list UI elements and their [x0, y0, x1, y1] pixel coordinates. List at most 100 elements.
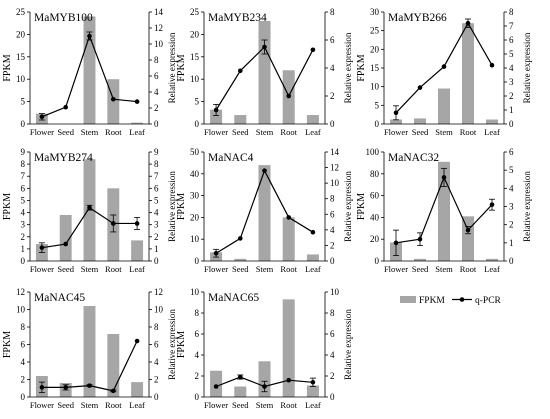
right-tick-label: 8	[154, 322, 159, 332]
right-tick-label: 6	[330, 35, 335, 45]
left-tick-label: 10	[370, 82, 380, 92]
left-tick-label: 0	[195, 392, 200, 402]
category-label: Flower	[30, 400, 54, 410]
left-tick-label: 6	[21, 340, 26, 350]
category-label: Stem	[256, 400, 274, 410]
category-label: Flower	[384, 127, 408, 137]
right-axis-title: Relative expression	[167, 309, 177, 380]
right-tick-label: 8	[154, 55, 159, 65]
chart-panel-5: 0 20 40 60 80 100 0 1 2 3 4 5 6 Flower Seed Stem Root Lea…	[356, 147, 532, 274]
left-tick-label: 25	[370, 26, 380, 36]
qpcr-point	[87, 205, 92, 211]
chart-panel-2: 0 5 10 15 20 25 30 0 1 2 3 4 5 6 7 8 Flower Seed Stem Root L…	[356, 7, 532, 137]
legend-bar-swatch	[400, 296, 416, 303]
qpcr-point	[262, 44, 267, 50]
left-tick-label: 10	[190, 234, 200, 244]
left-tick-label: 50	[190, 147, 200, 157]
category-label: Stem	[81, 400, 99, 410]
left-tick-label: 15	[370, 63, 380, 73]
qpcr-point	[87, 33, 92, 39]
category-label: Flower	[30, 264, 54, 274]
category-label: Leaf	[305, 400, 321, 410]
left-tick-label: 6	[195, 329, 200, 339]
category-label: Leaf	[305, 127, 321, 137]
left-tick-label: 4	[21, 208, 26, 218]
fpkm-bar	[486, 119, 498, 124]
left-tick-label: 60	[370, 191, 380, 201]
qpcr-point	[417, 85, 423, 90]
right-tick-label: 6	[330, 329, 335, 339]
category-label: Seed	[232, 400, 249, 410]
fpkm-bar	[83, 16, 96, 125]
category-label: Flower	[204, 264, 228, 274]
right-tick-label: 0	[154, 256, 159, 266]
left-axis-title: FPKM	[356, 54, 367, 81]
qpcr-point	[262, 168, 267, 173]
right-tick-label: 2	[330, 240, 335, 250]
left-tick-label: 2	[21, 232, 26, 242]
category-label: Root	[460, 127, 477, 137]
left-tick-label: 3	[21, 220, 26, 230]
right-tick-label: 5	[509, 49, 514, 59]
category-label: Stem	[256, 127, 274, 137]
qpcr-point	[87, 383, 92, 388]
qpcr-point	[213, 107, 219, 113]
left-axis-title: FPKM	[2, 331, 13, 358]
left-tick-label: 40	[190, 169, 200, 179]
qpcr-point	[393, 110, 399, 116]
legend: FPKM q-PCR	[400, 296, 502, 306]
fpkm-bar	[306, 254, 319, 261]
panel-title: MaMYB266	[388, 12, 447, 24]
right-tick-label: 8	[330, 7, 335, 17]
category-label: Root	[460, 264, 477, 274]
left-tick-label: 4	[195, 350, 200, 360]
right-tick-label: 6	[154, 340, 159, 350]
category-label: Flower	[204, 400, 228, 410]
qpcr-point	[441, 175, 447, 180]
category-label: Seed	[232, 264, 249, 274]
qpcr-point	[238, 68, 243, 74]
qpcr-point	[286, 93, 292, 99]
left-tick-label: 30	[370, 7, 380, 17]
left-tick-label: 0	[195, 256, 200, 266]
qpcr-point	[489, 202, 495, 207]
left-tick-label: 5	[21, 195, 26, 205]
right-tick-label: 4	[154, 208, 159, 218]
fpkm-bar	[462, 23, 474, 125]
legend-line-marker	[459, 297, 465, 302]
right-tick-label: 5	[509, 165, 514, 175]
chart-panel-1: 0 5 10 15 20 25 0 2 4 6 8 Flower Seed Stem Root Leaf FPK…	[176, 7, 353, 137]
right-tick-label: 14	[154, 7, 164, 17]
left-tick-label: 8	[21, 159, 26, 169]
left-tick-label: 20	[190, 212, 200, 222]
right-axis-title: Relative expression	[167, 171, 177, 242]
category-label: Leaf	[129, 264, 145, 274]
right-tick-label: 8	[330, 308, 335, 318]
right-tick-label: 0	[330, 119, 335, 129]
left-tick-label: 20	[190, 29, 200, 39]
category-label: Flower	[30, 127, 54, 137]
qpcr-point	[465, 20, 471, 26]
fpkm-bar	[107, 79, 120, 124]
chart-panel-3: 0 1 2 3 4 5 6 7 8 9 0 1 2 3 4 5 6 7 8 9 Flower Seed Stem Root Le…	[2, 147, 177, 274]
right-tick-label: 4	[154, 357, 159, 367]
category-label: Seed	[57, 127, 74, 137]
right-tick-label: 2	[509, 91, 514, 101]
right-tick-label: 0	[154, 119, 159, 129]
left-tick-label: 25	[190, 7, 200, 17]
fpkm-bar	[306, 115, 319, 124]
qpcr-point	[134, 99, 140, 104]
qpcr-point	[134, 221, 140, 226]
qpcr-point	[213, 384, 219, 389]
left-axis-title: FPKM	[2, 54, 13, 81]
left-tick-label: 9	[21, 147, 26, 157]
panel-title: MaNAC32	[388, 152, 439, 164]
right-axis-title: Relative expression	[167, 32, 177, 103]
right-tick-label: 2	[154, 375, 159, 385]
fpkm-bar	[131, 122, 144, 124]
qpcr-point	[63, 241, 68, 247]
category-label: Stem	[435, 264, 453, 274]
right-tick-label: 0	[154, 392, 159, 402]
right-tick-label: 12	[154, 287, 163, 297]
